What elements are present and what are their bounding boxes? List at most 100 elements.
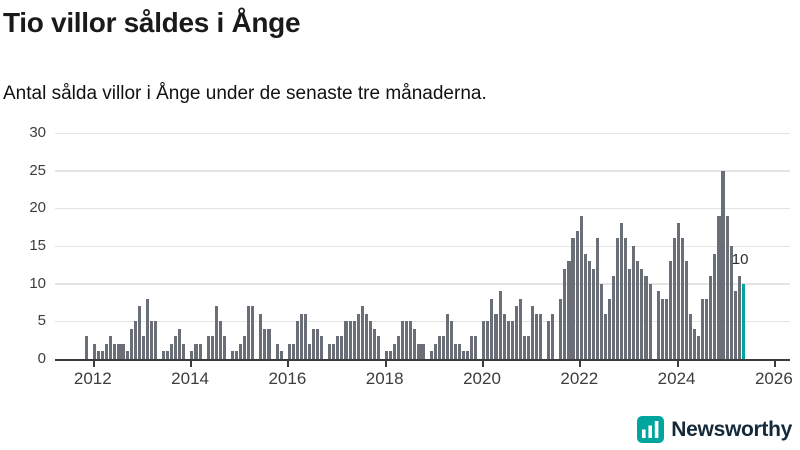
bar [684, 261, 689, 359]
x-tick-label: 2016 [268, 369, 307, 388]
bar [133, 321, 137, 359]
highlighted-bar [741, 283, 745, 359]
bar [230, 351, 235, 359]
bar [644, 276, 648, 359]
gridline [55, 283, 790, 285]
bar [534, 313, 539, 359]
bar [344, 321, 348, 359]
bar [680, 238, 685, 359]
bar [332, 343, 336, 359]
bar [247, 306, 251, 359]
bar [591, 268, 595, 359]
bar [384, 351, 389, 359]
bar [356, 313, 360, 359]
x-tick-mark [482, 361, 484, 367]
x-tick-mark [287, 361, 290, 367]
bar [466, 351, 470, 359]
bar [632, 246, 636, 359]
y-tick-label: 30 [29, 124, 46, 141]
bar [234, 351, 239, 359]
chart-subtitle: Antal sålda villor i Ånge under de senas… [3, 83, 487, 104]
x-tick-mark [190, 361, 193, 367]
bar [689, 313, 693, 359]
bar [470, 336, 474, 359]
bar [307, 343, 312, 359]
bar [243, 336, 247, 359]
bar [105, 343, 109, 359]
bar [348, 321, 352, 359]
bar [599, 283, 603, 359]
x-tick-label: 2018 [365, 369, 404, 388]
bar [291, 343, 295, 359]
bar [713, 253, 717, 359]
bar [85, 336, 89, 359]
bar [498, 291, 502, 359]
bar [303, 313, 307, 359]
bar [502, 313, 506, 359]
bar [336, 336, 340, 359]
bar [389, 351, 393, 359]
bar [486, 321, 490, 359]
bar [429, 351, 433, 359]
bar [263, 328, 267, 359]
x-tick-mark [579, 361, 582, 367]
bar [149, 321, 153, 359]
bar [603, 313, 607, 359]
gridline [55, 170, 790, 172]
bar [449, 321, 453, 359]
bar [393, 343, 397, 359]
bar [125, 351, 129, 359]
bar [567, 261, 571, 359]
bar [462, 351, 466, 359]
bar [656, 291, 660, 359]
bar [360, 306, 364, 359]
bar [259, 313, 263, 359]
bar [214, 306, 218, 359]
x-tick-mark [676, 361, 679, 367]
bar [166, 351, 170, 359]
bar [295, 321, 299, 359]
bar [162, 351, 166, 359]
bar [709, 276, 713, 359]
bar [441, 336, 445, 359]
x-tick-label: 2012 [73, 369, 112, 388]
x-tick-label: 2020 [463, 369, 501, 388]
bar [421, 343, 425, 359]
bar [279, 351, 283, 359]
bar [178, 328, 182, 359]
y-tick-label: 0 [37, 350, 46, 367]
bar [482, 321, 486, 359]
gridline [55, 132, 790, 134]
bar [182, 343, 186, 359]
bar [701, 298, 705, 359]
bar [697, 336, 701, 359]
x-tick-label: 2022 [560, 369, 599, 388]
bar [490, 298, 494, 359]
bar [575, 230, 579, 359]
bar [693, 328, 697, 359]
bar [640, 268, 644, 359]
bar [579, 215, 583, 359]
bar [287, 343, 291, 359]
bar [97, 351, 101, 359]
bar [401, 321, 405, 359]
bar [737, 276, 741, 359]
bar [372, 328, 376, 359]
bar [583, 253, 587, 359]
bar [664, 298, 668, 359]
x-tick-mark [384, 361, 387, 367]
bar [445, 313, 449, 359]
bar [672, 238, 676, 359]
bar [320, 336, 324, 359]
bar [275, 343, 279, 359]
bar [206, 336, 210, 359]
bar [174, 336, 178, 359]
bar [316, 328, 320, 359]
bar [676, 223, 680, 359]
bar [725, 215, 729, 359]
bar [612, 276, 616, 359]
newsworthy-logo[interactable]: Newsworthy [637, 416, 792, 443]
chart-title: Tio villor såldes i Ånge [3, 7, 301, 38]
bar [595, 238, 599, 359]
newsworthy-logo-icon [637, 416, 665, 443]
